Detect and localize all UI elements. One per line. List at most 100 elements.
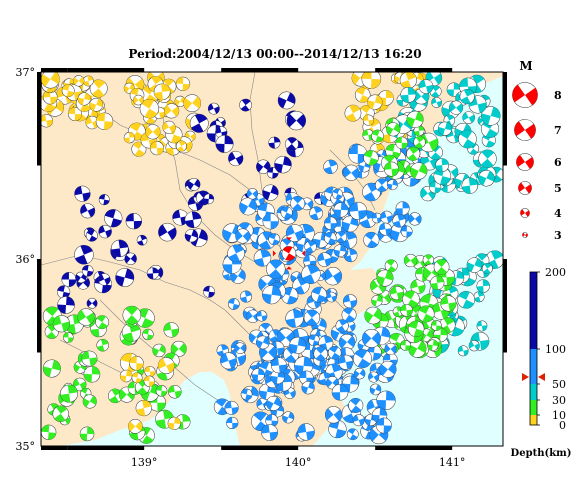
magnitude-legend-label: 3 bbox=[554, 229, 562, 242]
focal-mechanism-symbol bbox=[52, 405, 69, 422]
focal-mechanism-symbol bbox=[280, 206, 293, 219]
focal-mechanism-symbol bbox=[270, 369, 285, 385]
depth-scale-band bbox=[530, 384, 537, 400]
focal-mechanism-symbol bbox=[183, 94, 202, 113]
cluster-north-deep bbox=[184, 91, 327, 211]
focal-mechanism-symbol bbox=[324, 406, 343, 424]
focal-mechanism-symbol bbox=[266, 259, 286, 279]
focal-mechanism-symbol bbox=[251, 411, 271, 431]
focal-mechanism-symbol bbox=[384, 161, 399, 177]
focal-mechanism-symbol bbox=[81, 350, 98, 367]
focal-mechanism-symbol bbox=[346, 428, 359, 441]
longitude-tick-label: 141° bbox=[439, 456, 466, 469]
magnitude-legend-symbol bbox=[520, 208, 530, 218]
focal-mechanism-symbol bbox=[42, 359, 61, 378]
focal-mechanism-symbol bbox=[324, 216, 338, 230]
focal-mechanism-symbol bbox=[149, 141, 164, 156]
focal-mechanism-symbol bbox=[277, 91, 296, 110]
focal-mechanism-symbol bbox=[430, 275, 445, 291]
focal-mechanism-symbol bbox=[143, 375, 155, 387]
magnitude-legend: 8 7 6 5 4 3 bbox=[512, 82, 562, 242]
focal-mechanism-symbol bbox=[430, 320, 442, 332]
focal-mechanism-symbol bbox=[297, 423, 315, 441]
focal-mechanism-symbol bbox=[83, 365, 101, 383]
focal-mechanism-symbol bbox=[354, 87, 371, 103]
focal-mechanism-symbol bbox=[256, 335, 270, 350]
map-axis-ticks: 139° 140° 141° 35° 36° 37° bbox=[16, 66, 466, 469]
focal-mechanism-symbol bbox=[262, 213, 279, 230]
focal-mechanism-symbol bbox=[403, 253, 418, 268]
focal-mechanism-symbol bbox=[400, 339, 411, 351]
focal-mechanism-symbol bbox=[68, 107, 82, 121]
focal-mechanism-symbol bbox=[376, 390, 396, 410]
focal-mechanism-symbol bbox=[309, 206, 323, 221]
focal-mechanism-symbol bbox=[362, 329, 381, 348]
magnitude-legend-symbol bbox=[514, 119, 536, 141]
focal-mechanism-symbol bbox=[155, 385, 168, 397]
focal-mechanism-symbol bbox=[384, 342, 397, 356]
depth-color-scale: 010 30 50 100 200 bbox=[522, 266, 566, 432]
focal-mechanism-symbol bbox=[226, 416, 239, 430]
focal-mechanism-symbol bbox=[338, 354, 354, 370]
focal-mechanism-symbol bbox=[406, 146, 421, 161]
focal-mechanism-symbol bbox=[392, 213, 407, 228]
depth-scale-tick-label: 100 bbox=[545, 343, 566, 356]
focal-mechanism-symbol bbox=[458, 129, 477, 149]
focal-mechanism-symbol bbox=[333, 202, 349, 218]
focal-mechanism-symbol bbox=[111, 239, 129, 258]
focal-mechanism-symbol bbox=[459, 89, 475, 105]
focal-mechanism-symbol bbox=[481, 106, 501, 126]
focal-mechanism-symbol bbox=[344, 104, 362, 122]
magnitude-legend-symbol bbox=[522, 232, 528, 238]
focal-mechanism-symbol bbox=[73, 377, 87, 392]
cluster-north-central-shallow bbox=[123, 75, 204, 157]
focal-mechanism-symbol bbox=[41, 424, 57, 440]
focal-mechanism-symbol bbox=[73, 75, 85, 87]
depth-marker-left bbox=[522, 373, 529, 381]
focal-mechanism-symbol bbox=[399, 72, 417, 89]
focal-mechanism-symbol bbox=[333, 244, 347, 258]
focal-mechanism-symbol bbox=[290, 195, 306, 211]
focal-mechanism-symbol bbox=[131, 141, 147, 157]
focal-mechanism-symbol bbox=[253, 249, 272, 267]
focal-mechanism-symbol bbox=[323, 266, 343, 286]
focal-mechanism-symbol bbox=[157, 357, 175, 374]
focal-mechanism-symbol bbox=[128, 419, 143, 434]
focal-mechanism-symbol bbox=[124, 252, 137, 266]
focal-mechanism-symbol bbox=[427, 339, 439, 351]
focal-mechanism-symbol bbox=[82, 394, 97, 409]
focal-mechanism-symbol bbox=[284, 137, 299, 151]
frame-segment bbox=[67, 446, 145, 450]
highlighted-event bbox=[272, 237, 305, 270]
focal-mechanism-symbol bbox=[361, 72, 382, 89]
frame-segment bbox=[221, 446, 299, 450]
focal-mechanism-symbol bbox=[115, 268, 135, 287]
focal-mechanism-symbol bbox=[389, 285, 405, 301]
focal-mechanism-symbol bbox=[79, 426, 95, 442]
focal-mechanism-symbol bbox=[386, 179, 398, 191]
focal-mechanism-symbol bbox=[142, 328, 154, 341]
focal-mechanism-symbol bbox=[407, 320, 425, 338]
focal-mechanism-symbol bbox=[144, 366, 156, 378]
magnitude-legend-label: 5 bbox=[554, 182, 562, 195]
focal-mechanism-symbol bbox=[240, 388, 253, 401]
focal-mechanism-symbol bbox=[184, 211, 202, 229]
figure-title: Period:2004/12/13 00:00--2014/12/13 16:2… bbox=[128, 47, 421, 61]
depth-scale-band bbox=[530, 400, 537, 415]
focal-mechanism-symbol bbox=[386, 122, 401, 137]
focal-mechanism-symbol bbox=[207, 102, 220, 115]
focal-mechanism-layer bbox=[41, 72, 503, 445]
focal-mechanism-symbol bbox=[285, 224, 304, 242]
focal-mechanism-symbol bbox=[400, 304, 413, 317]
focal-mechanism-symbol bbox=[410, 279, 426, 295]
focal-mechanism-symbol bbox=[410, 162, 428, 180]
focal-mechanism-symbol bbox=[227, 298, 240, 310]
focal-mechanism-symbol bbox=[175, 76, 191, 91]
focal-mechanism-symbol bbox=[256, 159, 271, 174]
map-frame bbox=[37, 68, 507, 450]
focal-mechanism-symbol bbox=[133, 94, 144, 106]
focal-mechanism-symbol bbox=[433, 259, 450, 275]
focal-mechanism-symbol bbox=[363, 231, 380, 248]
focal-mechanism-symbol bbox=[301, 264, 321, 284]
